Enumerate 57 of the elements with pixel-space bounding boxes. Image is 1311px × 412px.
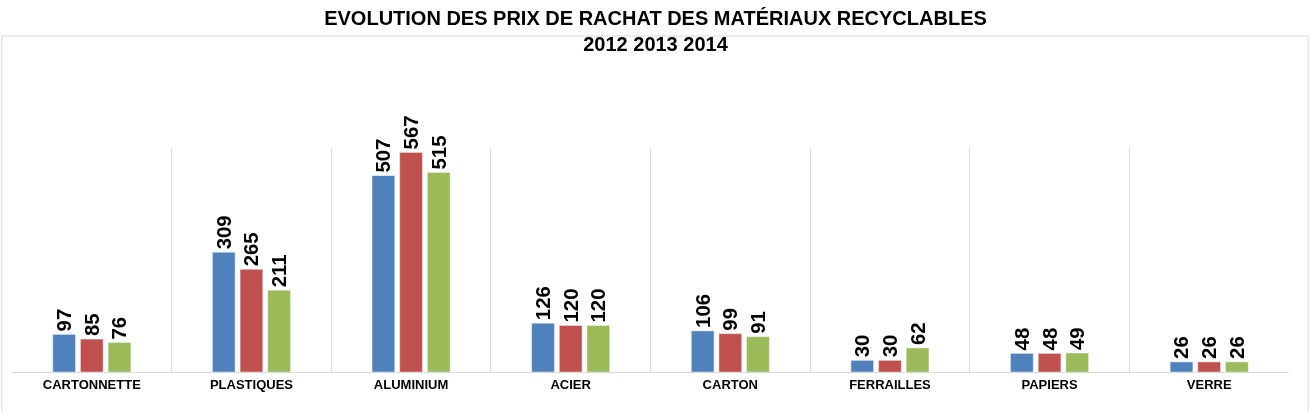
bar <box>80 338 104 372</box>
data-label: 91 <box>746 311 769 334</box>
data-label: 49 <box>1066 327 1089 351</box>
bar <box>427 172 451 372</box>
data-label: 62 <box>906 322 929 345</box>
data-label: 48 <box>1010 327 1033 351</box>
data-label: 30 <box>851 334 874 358</box>
data-label: 120 <box>587 288 610 323</box>
data-label: 99 <box>719 307 742 331</box>
bar <box>531 322 555 372</box>
bar <box>718 333 742 372</box>
x-tick-label: CARTON <box>702 376 758 392</box>
x-tick-label: VERRE <box>1186 376 1232 392</box>
data-label: 126 <box>531 286 554 321</box>
x-tick-label: PLASTIQUES <box>209 376 294 392</box>
bar <box>399 152 423 372</box>
data-label: 309 <box>212 215 235 250</box>
bar <box>52 334 76 372</box>
bar <box>212 252 236 372</box>
bar <box>906 347 930 372</box>
data-label: 567 <box>400 115 423 150</box>
bar <box>746 336 770 372</box>
data-label: 85 <box>80 313 103 337</box>
data-label: 26 <box>1225 336 1248 359</box>
x-tick-label: ALUMINIUM <box>373 376 449 392</box>
data-label: 48 <box>1038 327 1061 351</box>
data-label: 26 <box>1170 336 1193 359</box>
data-label: 76 <box>108 316 131 340</box>
data-label: 211 <box>268 254 291 288</box>
bar <box>691 330 715 372</box>
bar <box>267 290 291 372</box>
bar <box>1197 361 1221 372</box>
bar <box>559 325 583 372</box>
data-label: 106 <box>691 293 714 328</box>
chart-title: EVOLUTION DES PRIX DE RACHAT DES MATÉRIAUX RECYCLABLES 2012 2013 2014 <box>324 6 987 55</box>
bar <box>1169 361 1194 372</box>
x-tick-label: FERRAILLES <box>849 376 932 392</box>
bar <box>1010 353 1034 372</box>
bar <box>371 175 395 372</box>
x-tick-label: PAPIERS <box>1021 376 1078 392</box>
bar <box>1037 353 1062 372</box>
x-tick-label: CARTONNETTE <box>42 376 142 392</box>
data-label: 515 <box>427 135 450 170</box>
bar <box>586 325 610 372</box>
data-label: 26 <box>1198 336 1221 359</box>
data-label: 30 <box>878 334 901 358</box>
data-label: 507 <box>372 138 395 173</box>
bar <box>107 342 132 372</box>
bar <box>239 269 264 372</box>
x-tick-label: ACIER <box>550 376 592 392</box>
data-label: 265 <box>240 232 263 267</box>
bar <box>1065 352 1089 372</box>
data-label: 97 <box>53 308 76 332</box>
bar <box>1225 361 1249 372</box>
bar <box>850 360 874 372</box>
data-label: 120 <box>559 288 582 323</box>
bar <box>878 360 902 372</box>
